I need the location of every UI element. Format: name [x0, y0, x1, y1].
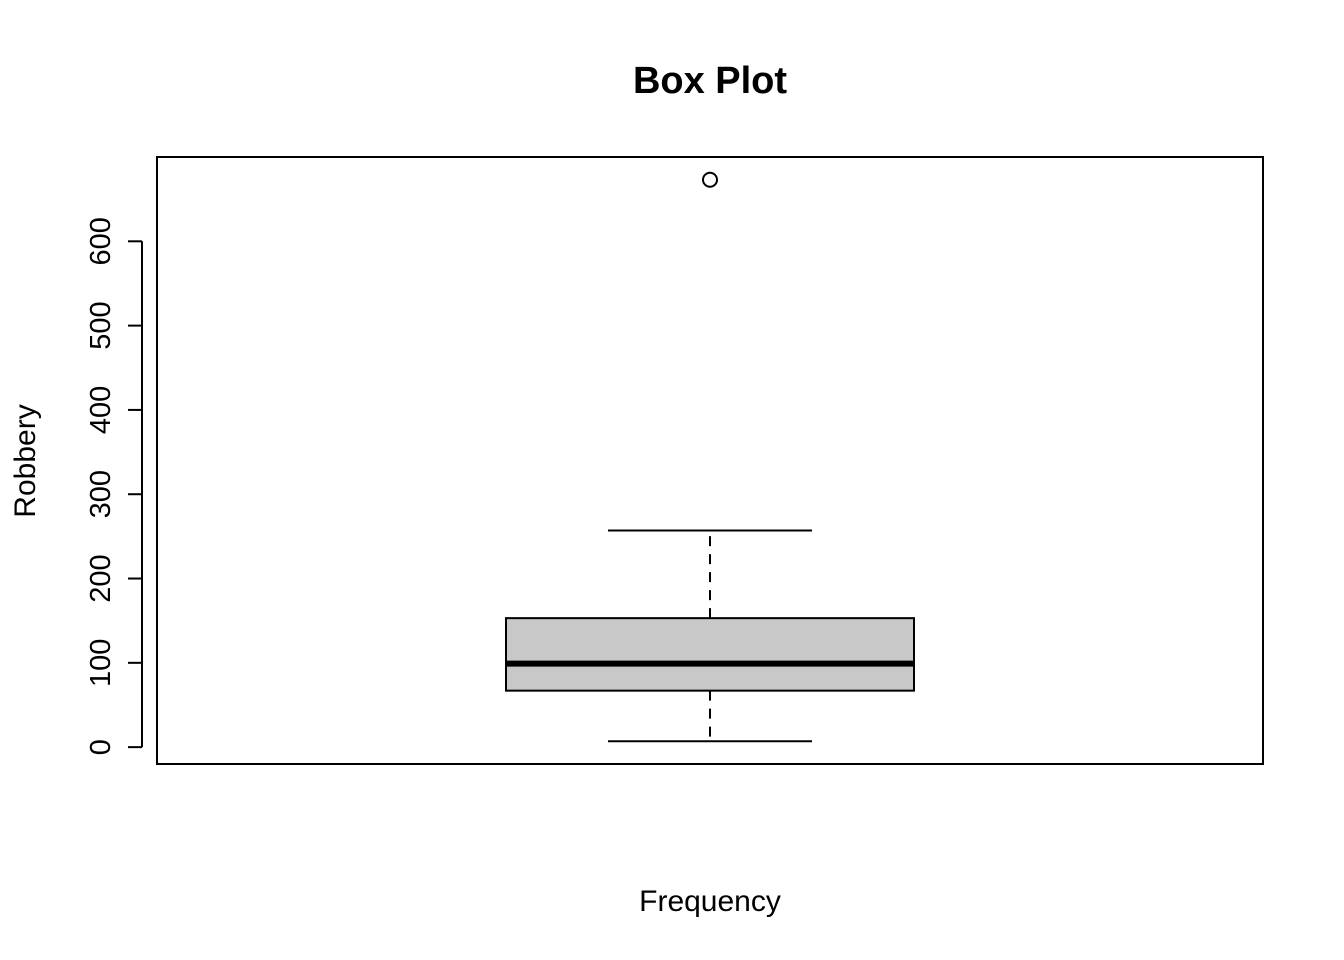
- y-tick-label: 300: [85, 470, 117, 518]
- y-tick-label: 500: [85, 301, 117, 349]
- y-axis-label: Robbery: [9, 404, 42, 517]
- y-axis: 0 100 200 300 400 500 600: [85, 217, 143, 755]
- outlier-point: [702, 171, 718, 188]
- chart-title: Box Plot: [633, 60, 787, 102]
- y-tick-label: 400: [85, 386, 117, 434]
- y-tick-label: 0: [85, 739, 117, 755]
- y-tick-label: 200: [85, 554, 117, 602]
- x-axis-label: Frequency: [639, 885, 781, 918]
- y-tick-label: 100: [85, 639, 117, 687]
- outliers: [702, 171, 718, 188]
- boxplot: [505, 171, 915, 743]
- interquartile-box: [505, 617, 915, 692]
- plot-frame: [156, 156, 1264, 765]
- y-tick-label: 600: [85, 217, 117, 265]
